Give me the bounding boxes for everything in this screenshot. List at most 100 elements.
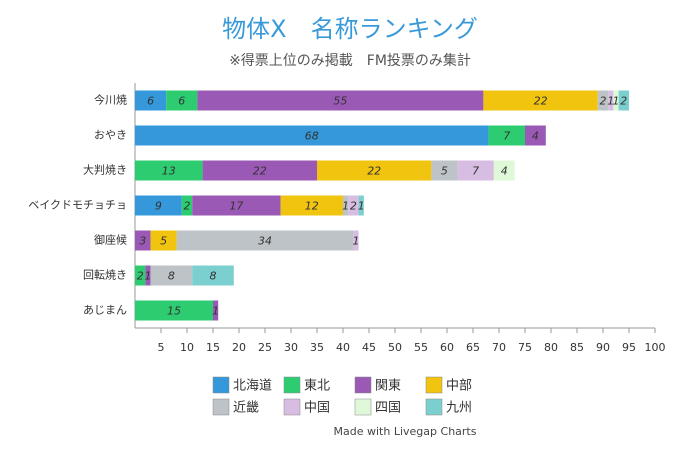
x-tick-label: 80 <box>544 341 558 354</box>
x-tick-label: 100 <box>645 341 666 354</box>
legend-swatch <box>283 398 301 416</box>
data-label: 8 <box>210 270 217 283</box>
y-tick-label: 御座候 <box>94 233 127 247</box>
bar-segment <box>525 125 546 146</box>
bar-segment <box>493 160 515 181</box>
x-tick-label: 90 <box>596 341 610 354</box>
legend-swatch <box>425 376 443 394</box>
data-label: 3 <box>139 235 146 248</box>
bar-segment <box>192 195 281 216</box>
x-tick-label: 10 <box>180 341 194 354</box>
legend-label: 関東 <box>375 378 401 394</box>
data-label: 4 <box>532 130 539 143</box>
bar-segment <box>176 230 354 251</box>
data-label: 8 <box>168 270 175 283</box>
bar-segment <box>135 195 182 216</box>
data-label: 7 <box>472 165 479 178</box>
legend-label: 中部 <box>446 379 472 394</box>
y-tick-label: おやき <box>94 129 127 142</box>
legend-swatch <box>283 376 301 394</box>
data-label: 1 <box>353 235 360 248</box>
data-label: 13 <box>162 165 176 178</box>
bar-segment <box>488 125 525 146</box>
y-tick-label: ベイクドモチョチョ <box>28 199 127 212</box>
bar-segment <box>135 125 489 146</box>
data-label: 2 <box>600 95 607 108</box>
bar-segment <box>597 90 609 111</box>
x-tick-label: 50 <box>388 341 402 354</box>
data-label: 68 <box>305 130 319 143</box>
bar-segment <box>280 195 343 216</box>
bar-segment <box>358 195 364 216</box>
bar-segment <box>135 230 151 251</box>
legend-swatch <box>354 398 372 416</box>
bar-segment <box>317 160 432 181</box>
x-tick-label: 75 <box>518 341 532 354</box>
data-label: 22 <box>367 165 381 178</box>
data-label: 9 <box>155 200 162 213</box>
bar-segment <box>166 90 198 111</box>
x-tick-label: 25 <box>258 341 272 354</box>
data-label: 22 <box>534 95 548 108</box>
bar-segment <box>431 160 458 181</box>
data-label: 1 <box>342 200 349 213</box>
bar-segment <box>135 90 167 111</box>
data-label: 15 <box>167 305 181 318</box>
data-label: 7 <box>503 130 510 143</box>
data-label: 1 <box>358 200 365 213</box>
legend-label: 九州 <box>446 401 472 416</box>
data-label: 5 <box>160 235 167 248</box>
bar-segment <box>150 230 177 251</box>
x-tick-label: 85 <box>570 341 584 354</box>
data-label: 5 <box>441 165 448 178</box>
bar-segment <box>343 195 349 216</box>
data-label: 2 <box>620 95 627 108</box>
bar-segment <box>192 265 234 286</box>
bar-segment <box>135 265 146 286</box>
data-label: 1 <box>613 95 620 108</box>
data-label: 2 <box>350 200 357 213</box>
bar-segment <box>613 90 619 111</box>
legend-swatch <box>212 398 230 416</box>
bar-segment <box>348 195 359 216</box>
legend-label: 北海道 <box>233 379 272 394</box>
bar-segment <box>202 160 317 181</box>
x-tick-label: 60 <box>440 341 454 354</box>
data-label: 1 <box>212 305 219 318</box>
legend-label: 近畿 <box>233 401 259 416</box>
x-tick-label: 40 <box>336 341 350 354</box>
data-label: 34 <box>258 235 272 248</box>
data-label: 17 <box>229 200 243 213</box>
data-label: 1 <box>145 270 152 283</box>
bar-segment <box>135 160 203 181</box>
credit: Made with Livegap Charts <box>334 425 477 438</box>
legend-label: 東北 <box>304 378 330 394</box>
x-tick-label: 20 <box>232 341 246 354</box>
bar-segment <box>145 265 151 286</box>
data-label: 6 <box>178 95 185 108</box>
y-tick-label: 大判焼き <box>83 163 127 177</box>
data-label: 2 <box>137 270 144 283</box>
legend-swatch <box>354 376 372 394</box>
y-tick-label: あじまん <box>83 304 127 317</box>
legend-swatch <box>425 398 443 416</box>
x-tick-label: 70 <box>492 341 506 354</box>
data-label: 12 <box>305 200 319 213</box>
data-label: 2 <box>184 200 191 213</box>
legend-label: 四国 <box>375 401 401 416</box>
data-label: 1 <box>607 95 614 108</box>
x-tick-label: 55 <box>414 341 428 354</box>
bar-segment <box>150 265 193 286</box>
x-tick-label: 35 <box>310 341 324 354</box>
bar-segment <box>213 300 219 321</box>
x-tick-label: 5 <box>158 341 165 354</box>
data-label: 22 <box>253 165 267 178</box>
bar-segment <box>181 195 193 216</box>
x-tick-label: 30 <box>284 341 298 354</box>
legend-label: 中国 <box>304 401 330 416</box>
x-tick-label: 45 <box>362 341 376 354</box>
x-tick-label: 95 <box>622 341 636 354</box>
y-tick-label: 今川焼 <box>94 93 127 107</box>
bar-segment <box>457 160 494 181</box>
